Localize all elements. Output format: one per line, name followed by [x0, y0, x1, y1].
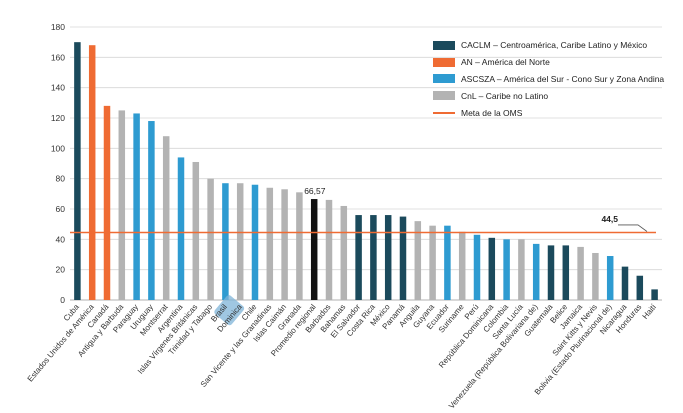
legend-swatch: [433, 57, 455, 67]
highlight-marker: [214, 295, 245, 326]
bar: [162, 136, 170, 300]
bar: [236, 183, 244, 300]
y-tick-label: 40: [56, 234, 66, 244]
bar: [251, 184, 259, 300]
y-tick-label: 80: [56, 174, 66, 184]
bar: [133, 113, 140, 300]
y-tick-label: 140: [51, 83, 65, 93]
bar: [532, 243, 540, 300]
legend-item: Meta de la OMS: [433, 104, 673, 121]
bar: [577, 246, 584, 300]
legend-label: AN – América del Norte: [461, 57, 550, 68]
bar: [651, 289, 658, 300]
bar: [473, 234, 481, 300]
y-tick-label: 160: [51, 52, 65, 62]
reference-leader: [618, 224, 648, 232]
bar: [458, 231, 466, 300]
bar: [621, 266, 629, 300]
reference-value-label: 44,5: [601, 214, 618, 224]
bar: [562, 245, 570, 300]
legend-item: AN – América del Norte: [433, 54, 673, 71]
bar: [414, 221, 422, 300]
bar: [325, 199, 333, 300]
bar: [148, 121, 155, 301]
bar: [355, 215, 362, 300]
legend-item: CnL – Caribe no Latino: [433, 87, 673, 104]
bar: [503, 239, 510, 300]
y-tick-label: 120: [51, 113, 65, 123]
legend-item: CACLM – Centroamérica, Caribe Latino y M…: [433, 37, 673, 54]
annotations: 66,57: [304, 186, 326, 196]
bar: [310, 199, 318, 300]
bar: [592, 252, 599, 300]
data-label: 66,57: [304, 186, 326, 196]
legend-label: CACLM – Centroamérica, Caribe Latino y M…: [461, 40, 648, 51]
y-tick-label: 60: [56, 204, 66, 214]
legend-swatch: [433, 40, 455, 50]
y-tick-label: 180: [51, 22, 65, 32]
bar: [88, 45, 96, 301]
bar: [222, 183, 229, 300]
bar: [192, 161, 200, 300]
bar: [429, 225, 436, 300]
bar: [207, 178, 214, 300]
y-tick-label: 0: [60, 295, 65, 305]
legend-label: CnL – Caribe no Latino: [461, 90, 549, 101]
bar: [296, 192, 303, 300]
bar: [547, 245, 555, 300]
bar: [399, 216, 407, 300]
bar: [74, 42, 81, 301]
legend-swatch: [433, 91, 455, 101]
bar: [118, 110, 126, 301]
bar: [281, 189, 288, 300]
legend-label: Meta de la OMS: [461, 107, 523, 118]
bar: [384, 215, 392, 300]
legend-label: ASCSZA – América del Sur - Cono Sur y Zo…: [461, 73, 665, 84]
bar: [370, 215, 377, 300]
bar: [340, 205, 348, 300]
legend-item: ASCSZA – América del Sur - Cono Sur y Zo…: [433, 71, 673, 88]
legend-swatch: [433, 111, 455, 114]
y-tick-label: 20: [56, 265, 66, 275]
y-tick-label: 100: [51, 143, 65, 153]
bar: [488, 237, 496, 300]
y-axis-ticks: 0 20 40 60 80 100 120 140 160 180: [51, 22, 65, 305]
reference-line-group: 44,5: [70, 214, 656, 234]
bar: [606, 256, 614, 300]
bar: [444, 225, 451, 300]
bars: [74, 42, 658, 301]
bar: [518, 239, 525, 300]
bar: [636, 275, 644, 300]
bar: [266, 187, 274, 300]
bar: [103, 105, 111, 300]
bar: [177, 157, 185, 300]
legend: CACLM – Centroamérica, Caribe Latino y M…: [433, 37, 673, 121]
x-tick-label: Haití: [641, 302, 659, 321]
legend-swatch: [433, 74, 455, 84]
